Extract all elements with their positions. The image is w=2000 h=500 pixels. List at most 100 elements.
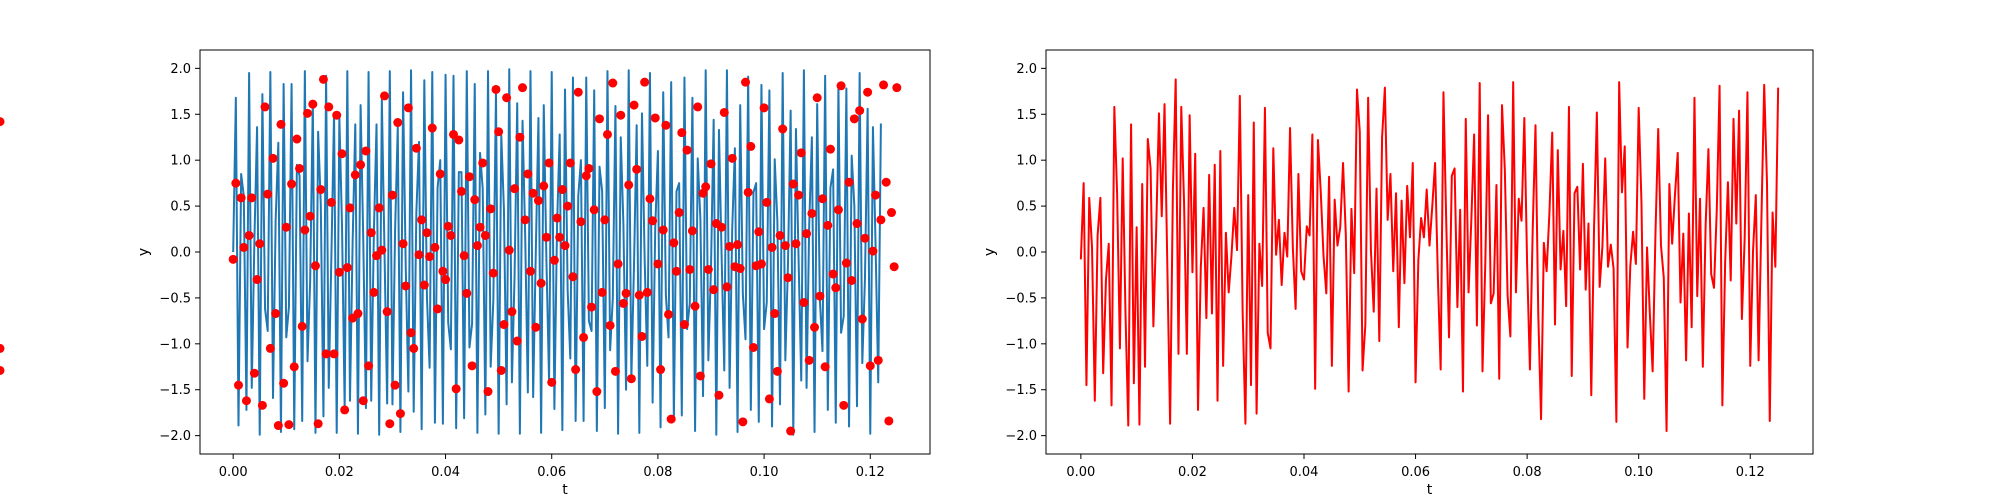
data-point [584,163,594,173]
data-point [0,343,5,353]
data-point [690,301,700,311]
data-point [844,177,854,187]
data-point [602,129,612,139]
data-point [640,77,650,87]
data-point [549,255,559,265]
data-point [812,93,822,103]
data-point [260,102,270,112]
y-tick-label: 1.5 [1016,108,1037,123]
data-point [671,266,681,276]
y-tick-label: 0.5 [1016,200,1037,215]
data-point [889,262,899,272]
data-point [576,217,586,227]
data-point [520,215,530,225]
data-point [303,108,313,118]
x-tick-label: 0.02 [1178,465,1207,480]
data-point [531,322,541,332]
data-point [841,258,851,268]
data-point [295,163,305,173]
data-point [820,362,830,372]
data-point [395,409,405,419]
data-point [539,181,549,191]
data-point [287,179,297,189]
data-point [507,307,517,317]
data-point [810,322,820,332]
data-point [332,110,342,120]
data-point [794,190,804,200]
x-tick-label: 0.06 [537,465,566,480]
data-point [297,321,307,331]
data-point [255,239,265,249]
data-point [624,180,634,190]
data-point [589,205,599,215]
data-point [443,221,453,231]
data-point [356,160,366,170]
data-point [435,169,445,179]
data-point [828,269,838,279]
data-point [714,390,724,400]
data-point [817,194,827,204]
data-point [648,216,658,226]
data-point [642,287,652,297]
data-point [876,215,886,225]
data-point [0,365,5,375]
x-tick-label: 0.12 [856,465,885,480]
data-point [464,172,474,182]
data-point [605,320,615,330]
data-point [369,287,379,297]
y-tick-label: 1.0 [1016,154,1037,169]
data-point [268,153,278,163]
y-tick-label: −1.5 [1005,383,1037,398]
data-point [568,272,578,282]
data-point [422,228,432,238]
data-point [552,213,562,223]
data-point [658,225,668,235]
data-point [316,185,326,195]
data-point [504,245,514,255]
data-point [600,215,610,225]
y-tick-label: −1.0 [159,337,191,352]
data-point [863,87,873,97]
data-point [634,290,644,300]
data-point [695,371,705,381]
data-point [727,153,737,163]
data-point [366,228,376,238]
data-point [374,203,384,213]
data-point [271,309,281,319]
data-point [833,205,843,215]
data-point [836,81,846,91]
data-point [358,396,368,406]
data-point [887,208,897,218]
data-point [419,280,429,290]
data-point [382,307,392,317]
data-point [637,331,647,341]
data-point [231,178,241,188]
data-point [494,127,504,137]
data-point [756,259,766,269]
x-axis-label: t [1427,482,1433,498]
data-point [685,264,695,274]
data-point [656,365,666,375]
data-point [555,232,565,242]
y-tick-label: −2.0 [1005,429,1037,444]
x-tick-label: 0.04 [1290,465,1319,480]
data-point [502,93,512,103]
data-point [289,362,299,372]
data-point [560,241,570,251]
data-point [326,197,336,207]
data-point [608,78,618,88]
data-point [470,195,480,205]
y-axis-label: y [982,248,998,256]
data-point [533,196,543,206]
data-point [645,194,655,204]
data-point [879,80,889,90]
data-point [364,361,374,371]
data-point [674,208,684,218]
data-point [414,250,424,260]
data-point [438,266,448,276]
data-point [406,328,416,338]
data-point [871,190,881,200]
data-point [467,361,477,371]
data-point [754,227,764,237]
data-point [244,230,254,240]
